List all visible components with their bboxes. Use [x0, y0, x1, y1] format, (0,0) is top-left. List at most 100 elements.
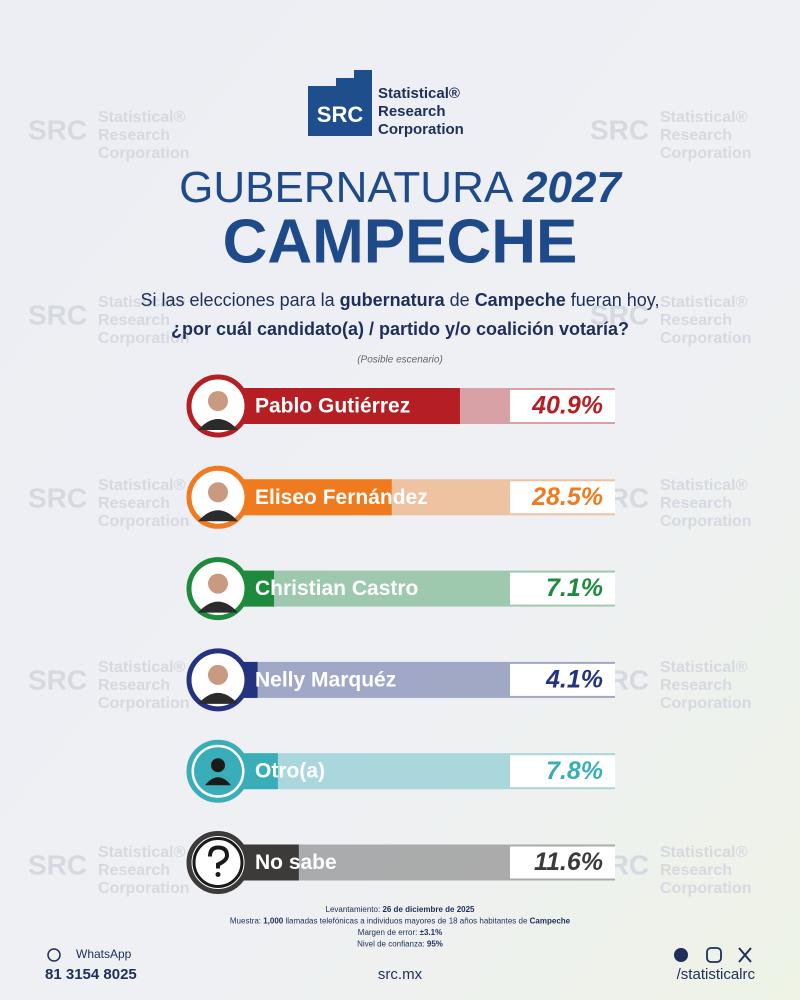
- value-label: 11.6%: [534, 848, 603, 876]
- watermark-brand: Statistical®: [660, 294, 748, 311]
- methodology-line: Levantamiento: 26 de diciembre de 2025: [326, 905, 476, 914]
- watermark-brand: Statistical®: [98, 109, 186, 126]
- avatar-body: [198, 419, 238, 430]
- whatsapp: WhatsApp: [76, 947, 132, 961]
- logo-box: [308, 70, 372, 136]
- methodology-part: Levantamiento:: [326, 905, 383, 914]
- title-main: GUBERNATURA: [179, 163, 514, 212]
- handle[interactable]: /statisticalrc: [677, 966, 756, 983]
- watermark-logo: SRC: [28, 849, 87, 880]
- q: Si las elecciones para la: [141, 290, 340, 310]
- watermark-brand: Corporation: [98, 695, 190, 712]
- x-icon[interactable]: [738, 947, 752, 963]
- methodology-part: Nivel de confianza:: [357, 940, 427, 949]
- avatar-head: [208, 391, 228, 411]
- watermark-logo: SRC: [590, 299, 649, 330]
- category-label: Nelly Marquéz: [255, 668, 396, 691]
- person-head: [211, 758, 225, 773]
- watermark-brand: Statistical®: [98, 294, 186, 311]
- instagram-icon[interactable]: [706, 947, 722, 963]
- value-label: 4.1%: [545, 666, 603, 694]
- avatar-body: [198, 510, 238, 522]
- category-label: No sabe: [255, 851, 337, 874]
- watermark-brand: Statistical®: [660, 659, 748, 676]
- watermark-brand: Research: [98, 495, 170, 512]
- watermark-brand: Corporation: [660, 880, 752, 897]
- avatar-body: [198, 601, 238, 613]
- watermark-brand: Research: [660, 677, 732, 694]
- site[interactable]: src.mx: [378, 966, 423, 983]
- methodology-part: Margen de error:: [358, 928, 420, 937]
- watermark-brand: Statistical®: [98, 659, 186, 676]
- watermark-brand: Statistical®: [98, 844, 186, 861]
- q: gubernatura: [340, 290, 446, 310]
- methodology-part: Muestra:: [230, 917, 263, 926]
- methodology: Levantamiento: 26 de diciembre de 2025 Mu…: [230, 905, 571, 949]
- watermark-logo: SRC: [28, 114, 87, 145]
- methodology-part: 26 de diciembre de 2025: [382, 905, 475, 914]
- avatar-head: [208, 573, 228, 594]
- watermark-brand: Statistical®: [660, 844, 748, 861]
- phone[interactable]: 81 3154 8025: [45, 966, 137, 983]
- methodology-part: 1,000: [263, 917, 284, 926]
- methodology-line: Muestra: 1,000 llamadas telefónicas a in…: [230, 917, 571, 926]
- methodology-part: Campeche: [530, 917, 571, 926]
- watermark-brand: Corporation: [98, 330, 190, 347]
- watermark-logo: SRC: [28, 482, 87, 513]
- facebook-icon[interactable]: [674, 948, 688, 962]
- brand-line: Research: [378, 103, 446, 120]
- category-label: Christian Castro: [255, 577, 418, 600]
- watermark-brand: Research: [98, 127, 170, 144]
- person-body: [205, 777, 231, 786]
- value-box: [510, 663, 615, 696]
- watermark-brand: Research: [660, 495, 732, 512]
- watermark-brand: Research: [660, 127, 732, 144]
- methodology-part: 95%: [427, 940, 443, 949]
- category-label: Otro(a): [255, 760, 325, 783]
- whatsapp-icon: [47, 948, 61, 962]
- category-label: Pablo Gutiérrez: [255, 395, 410, 418]
- question-icon: [208, 845, 230, 869]
- watermark-brand: Statistical®: [660, 477, 748, 494]
- bars: 40.9% Pablo Gutiérrez 28.5% Eliseo Fernánde…: [186, 374, 615, 894]
- question-line: Si las elecciones para la gubernatura de…: [141, 290, 660, 310]
- avatar-body: [198, 692, 238, 704]
- watermark-brand: Corporation: [98, 145, 190, 162]
- title-year: 2027: [522, 163, 623, 212]
- question-dot: [215, 872, 221, 877]
- watermark-brand: Corporation: [660, 330, 752, 347]
- footer: WhatsApp 81 3154 8025 src.mx /statistica…: [45, 947, 755, 983]
- bar: [235, 479, 392, 516]
- note: (Posible escenario): [357, 355, 443, 366]
- logo-text: SRC: [317, 102, 364, 127]
- value-box: [510, 390, 615, 422]
- watermark-brand: Corporation: [660, 695, 752, 712]
- value-label: 40.9%: [531, 392, 603, 420]
- value-box: [510, 846, 615, 879]
- methodology-part: llamadas telefónicas a individuos mayore…: [283, 917, 529, 926]
- category-label: Eliseo Fernández: [255, 486, 428, 509]
- avatar-head: [208, 482, 228, 503]
- methodology-line: Nivel de confianza: 95%: [357, 940, 443, 949]
- watermark-brand: Research: [98, 677, 170, 694]
- value-box: [510, 572, 615, 605]
- brand-line: Statistical®: [378, 85, 460, 102]
- brand-line: Corporation: [378, 121, 464, 138]
- watermark-brand: Corporation: [660, 145, 752, 162]
- title: GUBERNATURA 2027: [179, 163, 623, 212]
- question-line: ¿por cuál candidato(a) / partido y/o coa…: [171, 319, 629, 339]
- watermark-brand: Statistical®: [98, 477, 186, 494]
- watermark-logo: SRC: [28, 664, 87, 695]
- watermark-logo: SRC: [590, 114, 649, 145]
- value-label: 7.1%: [546, 574, 603, 602]
- q: Campeche: [475, 290, 566, 310]
- watermark-brand: Corporation: [98, 880, 190, 897]
- methodology-part: ±3.1%: [420, 928, 443, 937]
- q: fueran hoy,: [566, 290, 660, 310]
- value-label: 7.8%: [546, 757, 603, 785]
- value-box: [510, 755, 615, 788]
